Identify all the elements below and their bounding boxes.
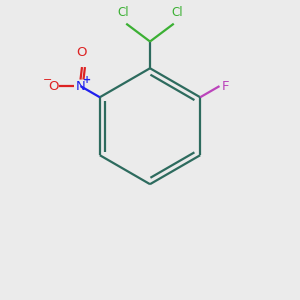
Text: +: +: [83, 75, 91, 85]
Text: O: O: [77, 46, 87, 59]
Text: N: N: [76, 80, 85, 93]
Text: O: O: [49, 80, 59, 93]
Text: F: F: [222, 80, 230, 93]
Text: Cl: Cl: [117, 6, 129, 19]
Text: −: −: [43, 75, 52, 85]
Text: Cl: Cl: [171, 6, 183, 19]
